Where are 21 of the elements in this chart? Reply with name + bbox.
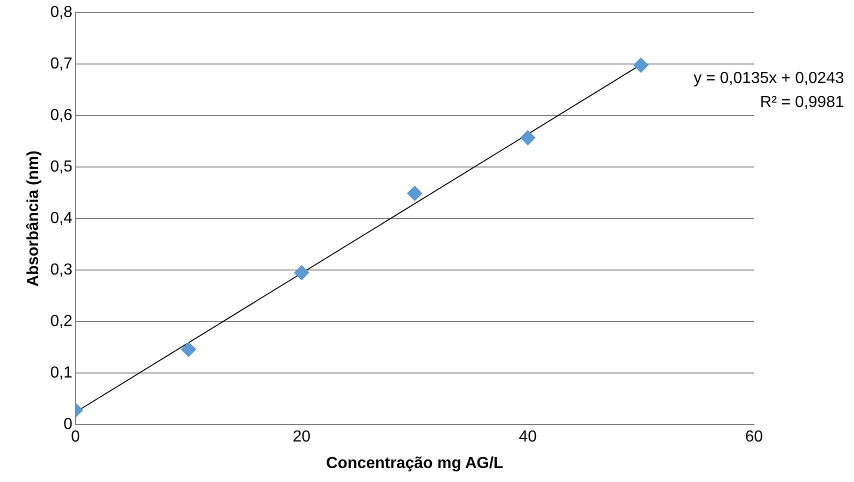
y-tick-label: 0,5 (50, 158, 73, 176)
y-tick-label: 0,2 (50, 313, 73, 330)
x-tick-label: 20 (292, 428, 311, 446)
y-tick-label: 0,6 (50, 107, 73, 124)
point (520, 130, 536, 146)
point (633, 58, 648, 73)
point (407, 186, 422, 201)
text: R² = 0,9981 (760, 94, 844, 112)
y-tick-label: 0,8 (50, 4, 73, 22)
y-tick-label: 0 (64, 416, 73, 434)
x-axis-title: Concentração mg AG/L (326, 454, 504, 472)
y-tick-label: 0,1 (50, 364, 73, 382)
y-tick-label: 0,7 (50, 56, 73, 73)
x-tick-label: 60 (745, 428, 763, 446)
x-tick-label: 40 (518, 428, 537, 446)
point (294, 265, 310, 280)
point (181, 342, 196, 357)
annotation: y = 0,0135x + 0,0243 (694, 70, 844, 88)
y-axis-title: Absorbância (nm) (25, 150, 42, 287)
y-tick-label: 0,4 (50, 210, 73, 228)
y-tick-label: 0,3 (50, 262, 73, 279)
